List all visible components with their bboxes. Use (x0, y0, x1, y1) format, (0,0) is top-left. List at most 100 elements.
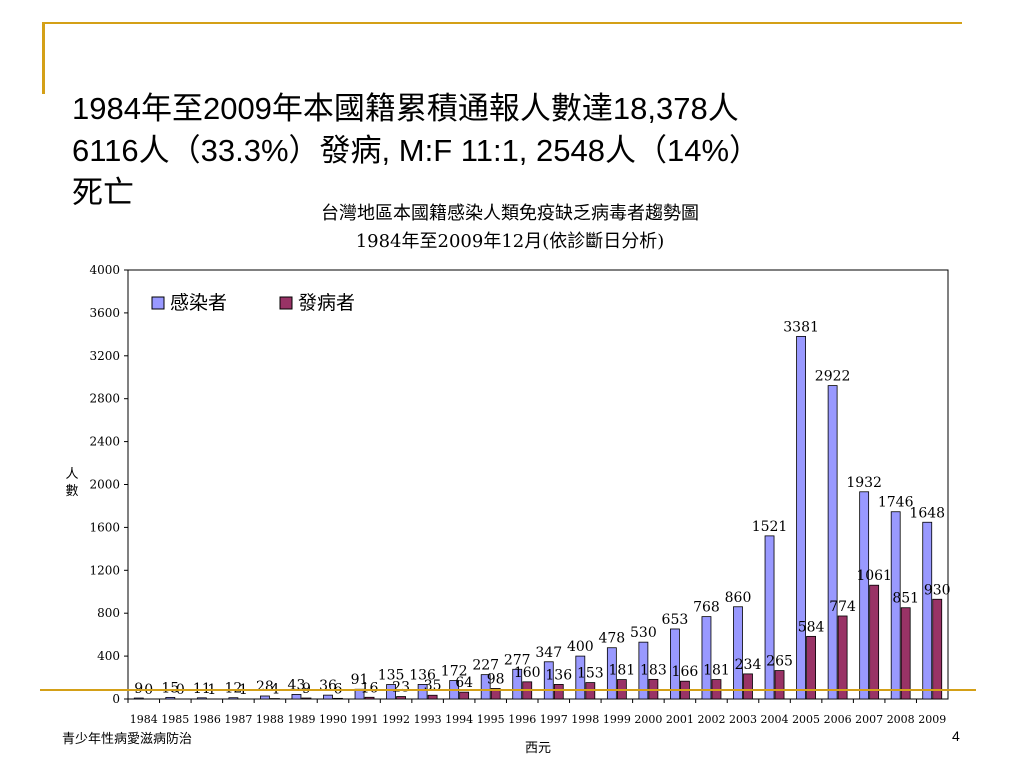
x-tick-label: 1990 (319, 713, 347, 726)
bar-infected (890, 511, 901, 700)
data-label-onset: 930 (924, 582, 951, 598)
data-label-onset: 181 (703, 663, 730, 679)
data-label-infected: 768 (693, 600, 720, 616)
bar-infected (165, 696, 176, 700)
bar-onset (837, 615, 848, 700)
data-label-onset: 584 (798, 619, 825, 635)
legend-label-onset: 發病者 (298, 292, 355, 314)
bar-infected (543, 661, 554, 700)
y-axis-label: 數 (65, 484, 78, 499)
x-tick-label: 1985 (161, 713, 189, 726)
bar-onset (774, 670, 785, 700)
data-label-onset: 234 (735, 657, 762, 673)
bar-onset (459, 691, 470, 700)
data-label-infected: 400 (567, 639, 594, 655)
bar-infected (733, 606, 743, 700)
bar-onset (364, 696, 375, 700)
bar-infected (386, 684, 396, 700)
data-label-onset: 136 (545, 667, 572, 683)
bar-infected (922, 521, 933, 700)
data-label-onset: 98 (487, 671, 505, 687)
bar-infected (417, 684, 428, 700)
data-label-infected: 227 (472, 658, 499, 674)
headline-line-1: 1984年至2009年本國籍累積通報人數達18,378人 (72, 91, 739, 126)
x-tick-label: 2007 (855, 713, 883, 726)
bar-infected (764, 535, 775, 700)
x-tick-label: 1987 (224, 713, 252, 726)
bar-infected (606, 647, 617, 700)
plot-frame (127, 269, 949, 700)
x-axis-label: 西元 (525, 741, 551, 756)
bar-onset (900, 607, 911, 700)
bar-infected (638, 641, 649, 700)
data-label-infected: 135 (378, 668, 405, 684)
data-label-onset: 153 (577, 666, 604, 682)
x-tick-label: 1994 (445, 713, 473, 726)
y-axis-label: 人 (65, 467, 78, 482)
x-tick-label: 1998 (571, 713, 599, 726)
x-tick-label: 2004 (761, 713, 789, 726)
x-tick-label: 2003 (729, 713, 757, 726)
y-tick-label: 0 (112, 692, 120, 706)
x-tick-label: 2005 (792, 713, 820, 726)
data-label-infected: 15 (161, 680, 179, 696)
y-tick-label: 2000 (89, 478, 120, 492)
data-label-infected: 12 (224, 681, 242, 697)
x-tick-label: 1988 (256, 713, 284, 726)
data-label-infected: 91 (351, 672, 369, 688)
x-tick-label: 1991 (351, 713, 379, 726)
data-label-infected: 1521 (752, 519, 788, 535)
x-tick-label: 1995 (477, 713, 505, 726)
data-label-onset: 160 (514, 665, 541, 681)
y-tick-label: 1600 (89, 520, 120, 534)
x-tick-label: 1999 (603, 713, 631, 726)
headline-line-2: 6116人（33.3%）發病, M:F 11:1, 2548人（14%） (72, 133, 761, 168)
bar-onset (427, 694, 438, 700)
bar-infected (196, 697, 207, 700)
bar-onset (743, 673, 753, 700)
bar-onset (396, 696, 406, 700)
data-label-infected: 1932 (846, 475, 882, 491)
data-label-onset: 1061 (856, 568, 892, 584)
y-tick-label: 2800 (89, 392, 120, 406)
legend-swatch-onset (279, 296, 293, 310)
decorative-top-rule (42, 22, 962, 24)
x-tick-label: 1986 (193, 713, 221, 726)
chart-title-block: 台灣地區本國籍感染人類免疫缺乏病毒者趨勢圖 1984年至2009年12月(依診斷… (230, 200, 790, 256)
x-tick-label: 1984 (130, 713, 158, 726)
data-label-onset: 16 (361, 680, 379, 696)
data-label-infected: 11 (193, 681, 211, 697)
bar-onset (806, 635, 816, 700)
x-tick-label: 1993 (414, 713, 442, 726)
bar-onset (553, 684, 564, 700)
headline-line-3: 死亡 (72, 175, 134, 210)
data-label-infected: 1648 (909, 505, 945, 521)
x-tick-label: 2001 (666, 713, 694, 726)
y-tick-label: 1200 (89, 563, 120, 577)
data-label-infected: 530 (630, 625, 657, 641)
bar-onset (490, 688, 501, 700)
data-label-infected: 478 (598, 631, 625, 647)
data-label-onset: 774 (829, 599, 856, 615)
chart-title: 台灣地區本國籍感染人類免疫缺乏病毒者趨勢圖 (321, 203, 699, 224)
x-tick-label: 2008 (887, 713, 915, 726)
legend-label-infected: 感染者 (170, 292, 227, 314)
decorative-vertical-rule (42, 22, 45, 94)
bar-onset (932, 598, 943, 700)
bar-onset (333, 697, 343, 700)
x-tick-label: 1996 (508, 713, 536, 726)
data-label-onset: 23 (392, 680, 410, 696)
bar-infected (228, 697, 239, 700)
chart-subtitle: 1984年至2009年12月(依診斷日分析) (355, 231, 665, 252)
x-tick-label: 1997 (540, 713, 568, 726)
x-tick-label: 2006 (824, 713, 852, 726)
data-label-infected: 1746 (878, 495, 914, 511)
x-tick-label: 1989 (287, 713, 315, 726)
data-label-onset: 166 (672, 664, 699, 680)
legend-swatch-infected (151, 296, 165, 310)
bar-infected (291, 693, 302, 700)
data-label-onset: 64 (455, 675, 473, 691)
bar-infected (133, 697, 144, 700)
footer-organization: 青少年性病愛滋病防治 (62, 732, 193, 747)
